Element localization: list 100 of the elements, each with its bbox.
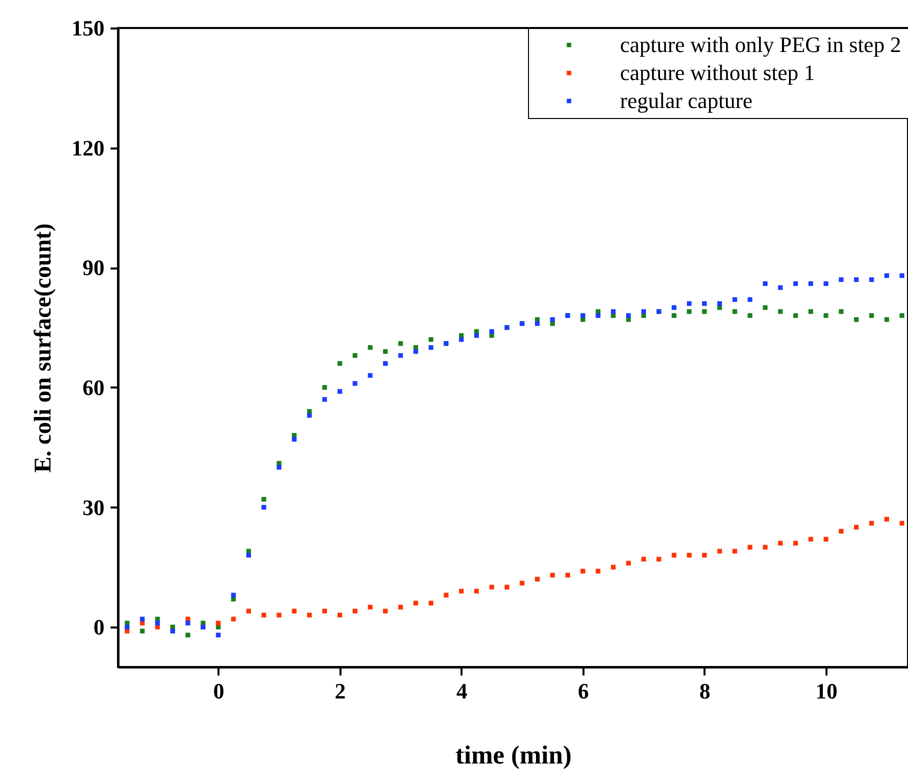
point — [444, 592, 448, 598]
point — [672, 305, 676, 310]
point — [626, 313, 631, 318]
point — [748, 313, 752, 318]
legend-label: regular capture — [620, 88, 753, 113]
point — [869, 520, 874, 526]
point — [580, 568, 586, 574]
point — [520, 580, 524, 586]
point — [368, 345, 373, 350]
x-tick-label: 0 — [213, 678, 224, 704]
point — [186, 620, 190, 626]
point — [292, 437, 297, 442]
point — [824, 536, 828, 542]
point — [398, 353, 403, 358]
point — [793, 313, 798, 318]
point — [352, 608, 358, 614]
point — [124, 624, 130, 630]
point — [838, 528, 844, 534]
point — [428, 345, 434, 350]
y-tick-label: 150 — [72, 16, 104, 40]
point — [717, 301, 722, 306]
point — [838, 309, 844, 314]
y-tick-label: 30 — [82, 494, 104, 520]
point — [641, 556, 646, 562]
point — [534, 576, 540, 582]
point — [292, 608, 297, 614]
point — [793, 281, 798, 286]
point — [656, 556, 662, 562]
point — [474, 333, 479, 338]
point — [489, 329, 494, 334]
point — [186, 632, 190, 638]
point — [596, 568, 600, 574]
point — [824, 281, 828, 286]
point — [732, 309, 738, 314]
point — [428, 600, 434, 606]
point — [565, 572, 570, 578]
point — [337, 612, 342, 618]
point — [900, 273, 904, 278]
point — [672, 552, 676, 558]
point — [413, 600, 418, 606]
point — [352, 353, 358, 358]
point — [854, 317, 859, 322]
point — [474, 329, 479, 334]
point — [383, 361, 388, 366]
point — [459, 337, 464, 342]
point — [778, 540, 783, 546]
point — [398, 604, 403, 610]
point — [155, 624, 160, 630]
point — [717, 548, 722, 554]
point — [352, 381, 358, 386]
point — [748, 297, 752, 302]
point — [672, 313, 676, 318]
point — [262, 496, 266, 502]
point — [884, 273, 890, 278]
point — [778, 309, 783, 314]
x-axis-title: time (min) — [455, 740, 572, 770]
point — [748, 544, 752, 550]
point — [216, 632, 221, 638]
point — [246, 552, 251, 558]
point — [808, 281, 814, 286]
point — [686, 309, 692, 314]
point — [246, 608, 251, 614]
point — [596, 313, 600, 318]
point — [808, 536, 814, 542]
y-tick-label: 90 — [82, 255, 104, 280]
point — [534, 321, 540, 326]
x-tick-label: 6 — [578, 678, 589, 704]
point — [884, 317, 890, 322]
point — [262, 612, 266, 618]
point — [337, 389, 342, 394]
y-tick-label: 0 — [94, 614, 104, 640]
point — [762, 305, 768, 310]
point — [337, 361, 342, 366]
point — [322, 608, 327, 614]
point — [504, 584, 510, 590]
point — [428, 337, 434, 342]
point — [596, 309, 600, 314]
point — [231, 616, 236, 622]
point — [200, 620, 206, 626]
point — [702, 309, 707, 314]
point — [140, 628, 145, 634]
y-axis-title: E. coli on surface(count) — [30, 223, 56, 473]
point — [413, 349, 418, 354]
point — [550, 572, 555, 578]
point — [368, 373, 373, 378]
y-tick-label: 60 — [82, 374, 104, 400]
point — [808, 309, 814, 314]
x-tick-label: 2 — [334, 678, 346, 704]
x-tick-label: 10 — [815, 678, 838, 704]
point — [276, 464, 282, 470]
point — [276, 612, 282, 618]
point — [686, 301, 692, 306]
point — [778, 285, 783, 290]
point — [762, 281, 768, 286]
legend-label: capture without step 1 — [620, 60, 815, 85]
point — [732, 548, 738, 554]
point — [489, 584, 494, 590]
point — [474, 588, 479, 594]
point — [322, 385, 327, 390]
point — [838, 277, 844, 282]
